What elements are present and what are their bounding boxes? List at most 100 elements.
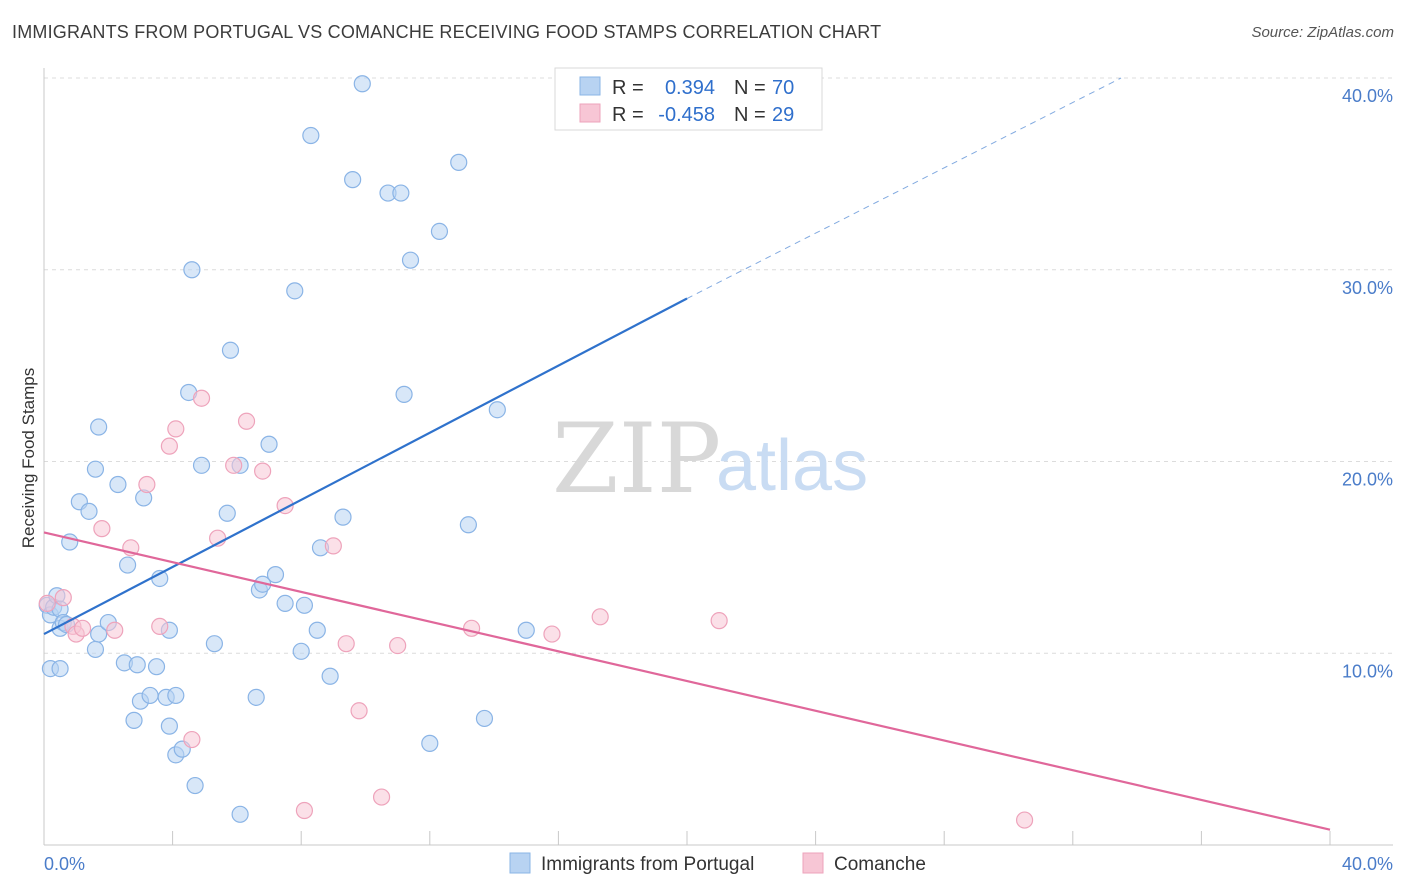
point-comanche	[1015, 811, 1034, 829]
watermark: ZIP atlas	[552, 403, 868, 515]
legend-swatch-comanche	[579, 103, 601, 123]
point-portugal	[286, 282, 304, 300]
legend-bottom-swatch-portugal	[509, 852, 531, 874]
point-portugal	[488, 401, 506, 419]
point-comanche	[462, 619, 481, 637]
point-comanche	[543, 625, 561, 643]
point-comanche	[237, 412, 256, 430]
point-portugal	[86, 460, 105, 478]
point-portugal	[186, 776, 204, 795]
point-comanche	[324, 537, 342, 555]
point-portugal	[80, 502, 98, 520]
y-tick-label: 10.0%	[1342, 661, 1393, 681]
y-tick-label: 30.0%	[1342, 278, 1393, 298]
point-comanche	[225, 456, 243, 474]
x-tick-label-min: 0.0%	[44, 854, 85, 874]
point-portugal	[86, 640, 105, 659]
y-tick-label: 40.0%	[1342, 86, 1393, 106]
point-portugal	[295, 596, 314, 614]
series-comanche-points	[38, 389, 1034, 829]
trendline-portugal	[43, 297, 688, 636]
point-comanche	[38, 594, 56, 612]
point-portugal	[334, 508, 352, 526]
point-portugal	[218, 504, 236, 522]
point-portugal	[517, 621, 535, 639]
x-tick-label-max: 40.0%	[1342, 854, 1393, 874]
watermark-atlas: atlas	[716, 426, 868, 506]
point-comanche	[151, 617, 169, 636]
legend-bottom-swatch-comanche	[802, 852, 824, 874]
point-portugal	[450, 153, 468, 171]
legend-swatch-portugal	[579, 76, 601, 96]
point-portugal	[192, 456, 211, 474]
point-comanche	[73, 619, 92, 637]
point-portugal	[51, 659, 69, 678]
trendline-comanche	[43, 531, 1331, 831]
point-portugal	[167, 686, 185, 705]
gridlines	[44, 77, 1393, 654]
point-portugal	[475, 709, 494, 728]
legend-bottom-label-portugal: Immigrants from Portugal	[541, 854, 754, 875]
legend-n-value-portugal: 70	[772, 77, 794, 99]
point-comanche	[106, 621, 124, 639]
trendlines	[43, 77, 1331, 831]
legend-bottom: Immigrants from Portugal Comanche	[509, 852, 926, 875]
point-comanche	[710, 612, 728, 630]
legend-r-label-portugal: R =	[612, 77, 644, 99]
point-portugal	[205, 635, 223, 653]
watermark-zip: ZIP	[552, 403, 721, 515]
point-portugal	[260, 435, 278, 453]
point-portugal	[430, 222, 449, 240]
point-portugal	[183, 261, 201, 279]
point-portugal	[421, 734, 439, 752]
y-axis-label: Receiving Food Stamps	[19, 368, 38, 548]
series-portugal-points	[38, 75, 535, 823]
point-portugal	[395, 385, 413, 403]
source-label: Source: ZipAtlas.com	[1251, 24, 1394, 41]
y-tick-label: 20.0%	[1342, 470, 1393, 490]
point-portugal	[160, 717, 178, 735]
point-comanche	[167, 420, 185, 438]
point-comanche	[389, 636, 407, 655]
point-portugal	[459, 516, 477, 534]
point-portugal	[401, 251, 420, 269]
point-portugal	[231, 805, 249, 823]
point-comanche	[254, 462, 272, 480]
point-comanche	[295, 801, 314, 820]
y-tick-labels: 10.0% 20.0% 30.0% 40.0%	[1342, 86, 1393, 681]
point-portugal	[353, 75, 371, 93]
point-portugal	[90, 418, 108, 436]
point-portugal	[109, 475, 127, 494]
point-comanche	[138, 475, 156, 494]
chart-title: IMMIGRANTS FROM PORTUGAL VS COMANCHE REC…	[12, 22, 882, 42]
point-comanche	[337, 635, 355, 653]
legend-r-label-comanche: R =	[612, 104, 644, 126]
point-comanche	[372, 788, 391, 806]
point-portugal	[321, 667, 339, 685]
point-portugal	[308, 621, 326, 639]
trendline-portugal-extension	[686, 77, 1122, 299]
point-portugal	[392, 184, 410, 202]
point-comanche	[591, 608, 609, 626]
legend-n-label-portugal: N =	[734, 77, 766, 99]
point-portugal	[344, 171, 362, 189]
legend-n-label-comanche: N =	[734, 104, 766, 126]
point-comanche	[183, 730, 201, 749]
point-portugal	[125, 711, 143, 729]
point-comanche	[54, 589, 72, 607]
point-portugal	[266, 566, 285, 584]
point-portugal	[292, 642, 310, 660]
legend-r-value-comanche: -0.458	[658, 104, 715, 126]
point-portugal	[147, 658, 166, 676]
point-portugal	[247, 688, 265, 706]
point-comanche	[160, 437, 178, 455]
point-comanche	[350, 702, 368, 720]
point-portugal	[118, 556, 137, 574]
legend-bottom-label-comanche: Comanche	[834, 854, 926, 875]
point-portugal	[141, 686, 159, 705]
legend-r-value-portugal: 0.394	[665, 77, 715, 99]
legend-n-value-comanche: 29	[772, 104, 794, 126]
axes	[43, 68, 1393, 846]
point-portugal	[221, 341, 240, 359]
